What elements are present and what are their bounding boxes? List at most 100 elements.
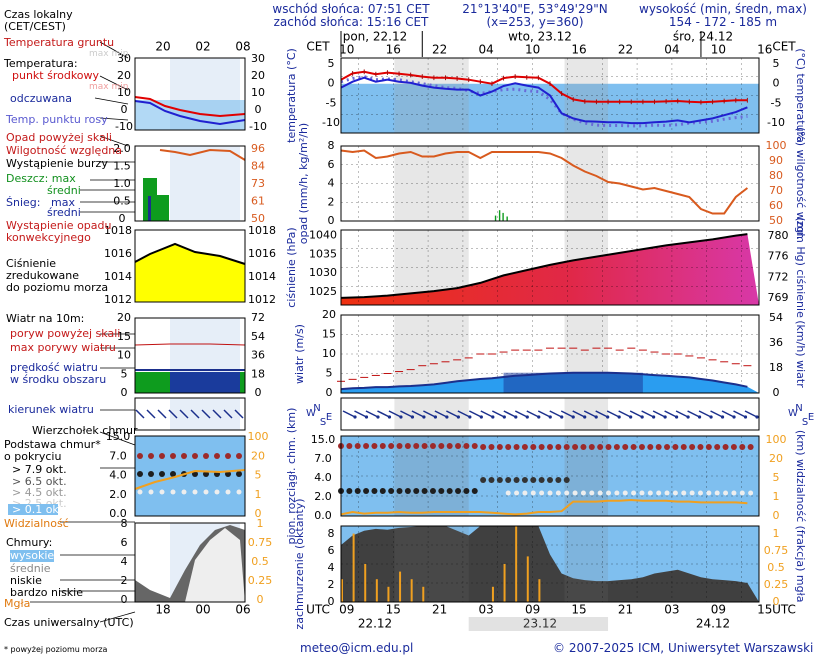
fog-bar	[410, 579, 413, 602]
cloud-base-dot	[421, 488, 428, 494]
mini-cb-dot	[225, 471, 231, 477]
mini-wind-tick-right: 0	[255, 386, 262, 399]
temp-tick-right: -5	[771, 96, 782, 109]
mini-cb-dot	[192, 489, 198, 495]
precip-tick: 4	[328, 177, 335, 190]
cloud-base-dot	[413, 488, 420, 494]
cloud-cover-axis-label: zachmurzenie (oktanty)	[293, 498, 306, 629]
wind-direction-arrow	[446, 410, 459, 418]
utc-hour-label: 15	[386, 603, 401, 617]
cloud-extent-axis-label: pion. rozciągł. chm. (km)	[285, 408, 298, 545]
mini-cb-dot	[236, 453, 242, 459]
pressure-panel-frame	[340, 229, 760, 306]
mini-temp-tick: 0	[121, 103, 128, 116]
utc-hour-label: 09	[711, 603, 726, 617]
utc-label-right: UTC	[772, 603, 796, 617]
mini-cl-tick: 0	[121, 593, 128, 606]
cloud-base-dot	[589, 490, 595, 496]
temp-tick-right: 5	[773, 57, 780, 70]
snow-label: Śnieg:	[6, 196, 41, 209]
mini-rain-bar	[157, 195, 169, 221]
humidity-tick: 90	[769, 154, 783, 167]
visibility-tick: 1	[773, 490, 780, 503]
fog-tick: 0.25	[764, 578, 789, 591]
cet-hour-label: 10	[339, 43, 354, 57]
wind-direction-arrow	[744, 410, 758, 418]
mini-pressure-frame	[134, 229, 246, 303]
cloud-base-dot	[404, 488, 411, 494]
wind-speed-label: prędkość wiatru	[10, 361, 98, 374]
compass-letter-right: S	[802, 417, 808, 428]
rain-bar	[494, 215, 497, 221]
storm-label: Wystąpienie burzy	[6, 157, 108, 170]
mini-fog-tick: 0.75	[248, 536, 273, 549]
wind-direction-arrow	[560, 410, 574, 418]
cloud-base-dot	[363, 488, 370, 494]
pressure-tick: 1040	[309, 229, 337, 242]
wind-kmh-tick: 18	[769, 361, 783, 374]
legend-leader-line	[99, 117, 129, 121]
wind-direction-arrow-head	[629, 415, 633, 419]
mini-fog-tick: 1	[257, 517, 264, 530]
gust-max-label: max porywy wiatru	[10, 341, 116, 354]
mini-vis-tick: 100	[248, 430, 269, 443]
cloud-base-dot	[455, 443, 462, 449]
compass-letter-right: E	[808, 412, 814, 423]
wind-direction-arrow	[388, 410, 402, 418]
utc-hour-label: 09	[525, 603, 540, 617]
wind-direction-arrow	[491, 410, 505, 418]
wind-direction-arrow-head	[376, 415, 380, 419]
cloud-base-dot	[521, 444, 528, 450]
cloud-base-dot	[505, 490, 511, 496]
pressure-mm-tick: 769	[768, 291, 789, 304]
pressure-label-2: zredukowane	[6, 269, 79, 282]
cet-label-right: CET	[772, 40, 796, 54]
cloud-base-dot	[488, 444, 495, 450]
mini-cb-dot	[159, 471, 165, 477]
mini-cb-dot	[159, 453, 165, 459]
okt1-label: > 7.9 okt.	[12, 463, 67, 476]
fog-tick: 1	[773, 527, 780, 540]
compass-letter: S	[320, 417, 326, 428]
coords-text: 21°13'40"E, 53°49'29"N	[462, 2, 608, 16]
wind-direction-arrow	[652, 410, 666, 418]
mini-wind-tick-right: 72	[251, 311, 265, 324]
wind-direction-arrow-head	[571, 415, 575, 419]
mini-wind-arrow	[201, 409, 211, 419]
contact-email-link[interactable]: meteo@icm.edu.pl	[300, 641, 414, 655]
mini-pressure-tick: 1012	[104, 293, 132, 306]
precip-tick: 8	[328, 139, 335, 152]
cloud-base-tick: 2.0	[314, 490, 332, 503]
clouds-label: Chmury:	[6, 536, 53, 549]
cloud-base-dot	[538, 444, 545, 450]
mini-precip-tick: 0.5	[113, 195, 131, 208]
cloud-base-tick: 7.0	[314, 452, 332, 465]
cloud-base-dot	[747, 444, 754, 450]
clouds-tick: 6	[328, 544, 335, 557]
cloud-base-dot	[346, 488, 353, 494]
snow-max-label: max	[51, 196, 75, 209]
cloud-base-dot	[480, 477, 487, 483]
wind-axis-label: wiatr (m/s)	[293, 324, 306, 384]
mini-cb-dot	[170, 489, 176, 495]
visibility-label: Widzialność	[4, 517, 69, 530]
mini-wind-arrow	[146, 409, 156, 419]
cloud-base-dot	[480, 444, 487, 450]
mini-temp-tick: -10	[115, 120, 133, 133]
wind-direction-arrow-head	[583, 415, 587, 419]
temp-tick-left: 5	[328, 57, 335, 70]
mini-cb-dot	[148, 471, 154, 477]
cloud-base-dot	[530, 477, 537, 483]
mini-temp-tick: 10	[117, 86, 131, 99]
day-label-top: wto, 23.12	[508, 30, 572, 44]
wind-direction-arrow-head	[537, 415, 541, 419]
clouds-tick: 8	[328, 527, 335, 540]
cloud-base-dot	[429, 443, 436, 449]
wind-direction-arrow	[664, 410, 677, 418]
wind-direction-arrow	[480, 410, 494, 418]
mini-cb-frame	[134, 435, 246, 517]
cloud-base-dot	[555, 444, 562, 450]
mini-utc-hour: 18	[155, 603, 170, 617]
mini-temp-tick-right: 10	[251, 86, 265, 99]
mini-pressure-tick-right: 1012	[248, 293, 276, 306]
